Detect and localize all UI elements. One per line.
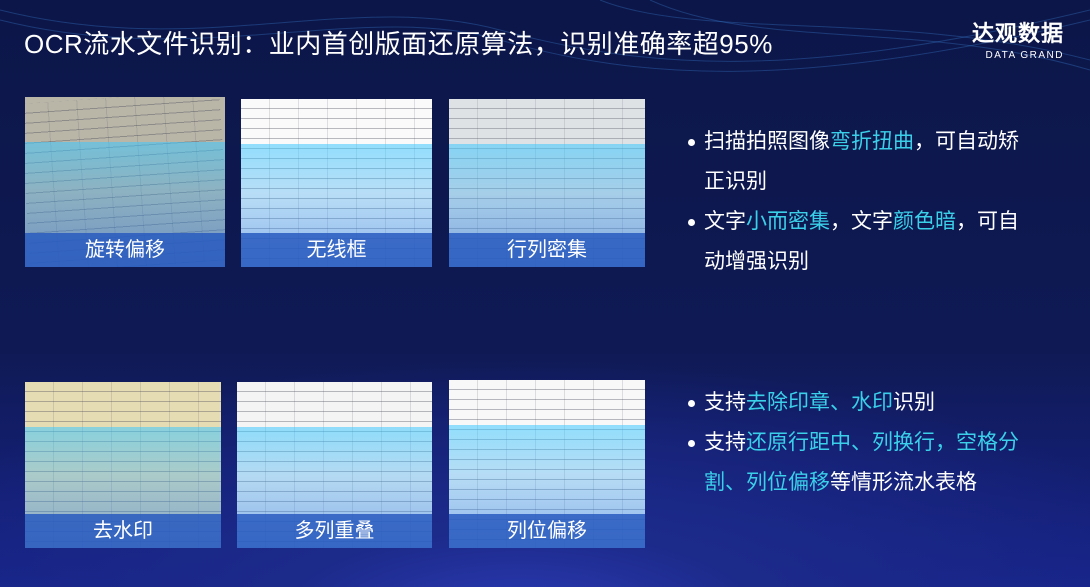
decorative-waves [0, 0, 1090, 72]
bullet-text: ，可自动增强识别 [704, 210, 1019, 273]
thumbnail-overlap: 多列重叠 [237, 382, 432, 548]
bullet-text: 支持 [704, 431, 746, 454]
thumbnail-caption: 去水印 [25, 514, 221, 548]
bullet-text: 识别 [893, 391, 935, 414]
bullet-text: ，可自动矫正识别 [704, 130, 1019, 193]
bullet-item: 文字小而密集，文字颜色暗，可自动增强识别 [686, 202, 1026, 282]
bullet-list-bottom: 支持去除印章、水印识别 支持还原行距中、列换行，空格分割、列位偏移等情形流水表格 [686, 383, 1056, 503]
thumbnail-caption: 行列密集 [449, 233, 645, 267]
thumbnail-watermark: 去水印 [25, 382, 221, 548]
highlighted-text: 去除印章、水印 [746, 391, 893, 414]
bullet-list-top: 扫描拍照图像弯折扭曲，可自动矫正识别 文字小而密集，文字颜色暗，可自动增强识别 [686, 122, 1026, 282]
thumbnail-column-shift: 列位偏移 [449, 380, 645, 548]
highlighted-text: 还原行距中、列换行，空格分割、列位偏移 [704, 431, 1019, 494]
bullet-item: 支持去除印章、水印识别 [686, 383, 1056, 423]
thumbnail-no-border: 无线框 [241, 99, 432, 267]
bullet-text: 支持 [704, 391, 746, 414]
thumbnail-caption: 多列重叠 [237, 514, 432, 548]
page-title: OCR流水文件识别：业内首创版面还原算法，识别准确率超95% [24, 29, 773, 59]
logo-cn: 达观数据 [971, 21, 1064, 46]
bullet-item: 扫描拍照图像弯折扭曲，可自动矫正识别 [686, 122, 1026, 202]
bullet-text: ，文字 [830, 210, 893, 233]
bullet-text: 扫描拍照图像 [704, 130, 830, 153]
highlighted-text: 弯折扭曲 [830, 130, 914, 153]
thumbnail-rotation: 旋转偏移 [25, 97, 225, 267]
thumbnail-caption: 列位偏移 [449, 514, 645, 548]
bullet-item: 支持还原行距中、列换行，空格分割、列位偏移等情形流水表格 [686, 423, 1056, 503]
logo-en: DATA GRAND [985, 50, 1064, 61]
logo: 达观数据 DATA GRAND [972, 16, 1064, 61]
bullet-text: 等情形流水表格 [830, 471, 977, 494]
highlighted-text: 小而密集 [746, 210, 830, 233]
thumbnail-caption: 无线框 [241, 233, 432, 267]
bullet-text: 文字 [704, 210, 746, 233]
thumbnail-dense: 行列密集 [449, 99, 645, 267]
highlighted-text: 颜色暗 [893, 210, 956, 233]
thumbnail-caption: 旋转偏移 [25, 233, 225, 267]
